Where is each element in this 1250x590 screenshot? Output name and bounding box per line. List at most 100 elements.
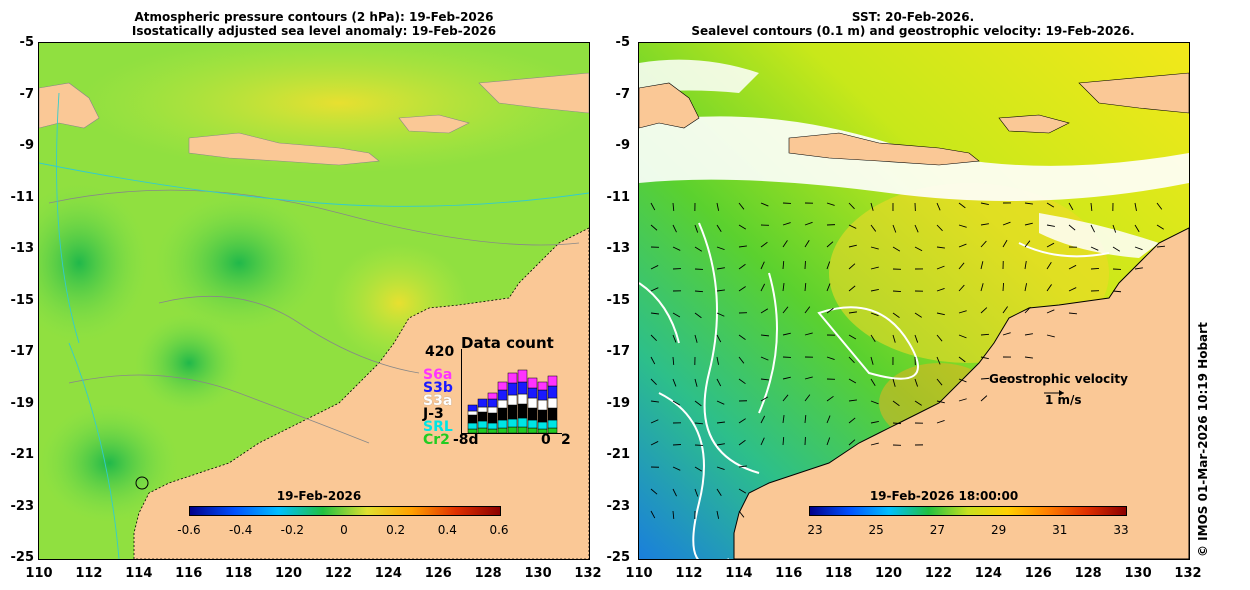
velocity-arrow xyxy=(804,239,810,248)
mission-label-s3b: S3b xyxy=(423,380,453,396)
velocity-arrow xyxy=(738,488,747,494)
y-tick-label: -25 xyxy=(606,550,631,565)
velocity-arrow xyxy=(760,437,765,446)
anomaly-low-central xyxy=(154,193,324,333)
data-count-bar-segment xyxy=(527,377,538,389)
velocity-arrow xyxy=(914,400,922,406)
velocity-arrow xyxy=(870,246,879,250)
velocity-arrow xyxy=(892,312,900,319)
y-tick-label: -5 xyxy=(615,35,630,50)
velocity-arrow xyxy=(672,510,675,520)
velocity-arrow xyxy=(1002,306,1008,314)
velocity-arrow xyxy=(1046,224,1055,227)
data-count-bar-segment xyxy=(547,407,558,421)
velocity-arrow xyxy=(826,283,831,292)
data-count-bar-segment xyxy=(527,407,538,421)
x-tick-label: 114 xyxy=(125,566,153,581)
sealevel-contour xyxy=(698,222,760,474)
velocity-arrow xyxy=(958,356,966,363)
data-count-bar-segment xyxy=(477,420,488,429)
right-colorbar-title: 19-Feb-2026 18:00:00 xyxy=(869,489,1019,503)
velocity-arrow xyxy=(694,378,698,387)
flores-land xyxy=(788,132,980,166)
data-count-bar-segment xyxy=(517,393,528,405)
velocity-arrow xyxy=(936,420,945,424)
velocity-arrow xyxy=(650,202,656,211)
y-tick-label: -15 xyxy=(606,292,631,308)
timor-land xyxy=(478,72,589,114)
velocity-arrow xyxy=(1068,287,1077,292)
velocity-arrow xyxy=(738,510,745,518)
velocity-arrow xyxy=(738,263,746,270)
velocity-arrow xyxy=(1024,283,1028,292)
velocity-arrow xyxy=(738,286,746,292)
velocity-arrow xyxy=(782,240,788,248)
data-count-axes xyxy=(461,349,562,434)
y-tick-label: -21 xyxy=(606,447,631,462)
velocity-arrow xyxy=(980,283,984,292)
x-tick-label: 118 xyxy=(825,566,853,581)
y-tick-label: -17 xyxy=(606,344,631,359)
velocity-arrow xyxy=(914,224,919,233)
velocity-arrow xyxy=(936,202,941,211)
velocity-arrow xyxy=(1134,267,1143,270)
pressure-contour xyxy=(68,342,120,559)
y-tick-label: -23 xyxy=(606,498,631,514)
data-count-bar-segment xyxy=(487,412,498,424)
velocity-arrow xyxy=(958,378,967,383)
data-count-bar-segment xyxy=(547,419,558,429)
velocity-arrow xyxy=(716,312,725,317)
data-count-bar-segment xyxy=(527,427,538,433)
colorbar-tick-label: 27 xyxy=(929,523,946,537)
velocity-arrow xyxy=(870,202,874,211)
velocity-scale-head xyxy=(1059,390,1064,396)
velocity-arrow xyxy=(826,395,834,402)
velocity-arrow xyxy=(936,378,943,386)
velocity-arrow xyxy=(1024,240,1031,248)
data-count-bar-segment xyxy=(487,392,498,400)
data-count-bar-segment xyxy=(547,397,558,409)
data-count-bar-segment xyxy=(477,411,488,422)
velocity-arrow xyxy=(1112,290,1122,293)
velocity-arrow xyxy=(672,378,677,387)
velocity-arrow xyxy=(650,510,656,519)
velocity-arrow xyxy=(1024,202,1033,205)
velocity-arrow xyxy=(848,224,857,229)
velocity-arrow xyxy=(1046,262,1052,270)
velocity-arrow xyxy=(914,334,919,343)
velocity-arrow xyxy=(738,439,746,446)
sealevel-contour xyxy=(658,392,729,559)
colorbar-tick-label: -0.4 xyxy=(228,523,253,537)
velocity-arrow xyxy=(958,284,965,292)
left-colorbar-title: 19-Feb-2026 xyxy=(276,489,362,503)
data-count-bar-segment xyxy=(497,407,508,421)
velocity-arrow xyxy=(848,399,857,402)
velocity-arrow xyxy=(782,415,785,424)
velocity-arrow xyxy=(848,378,857,384)
colorbar-tick-label: 0 xyxy=(340,523,348,537)
velocity-arrow xyxy=(694,224,699,233)
island-land xyxy=(398,114,470,134)
velocity-arrow xyxy=(716,356,719,365)
velocity-arrow xyxy=(672,466,681,471)
data-count-bar-segment xyxy=(487,406,498,414)
velocity-arrow xyxy=(936,334,943,342)
velocity-arrow xyxy=(804,414,807,424)
velocity-arrow xyxy=(826,307,834,314)
velocity-arrow xyxy=(716,510,720,519)
colorbar-tick-label: 0.6 xyxy=(489,523,509,537)
data-count-max: 420 xyxy=(425,344,455,360)
flores-land xyxy=(188,132,380,166)
data-count-bar-segment xyxy=(477,398,488,408)
velocity-arrow xyxy=(980,240,987,248)
data-count-bar-segment xyxy=(487,428,498,433)
velocity-arrow xyxy=(870,378,876,387)
velocity-arrow xyxy=(936,400,945,404)
x-tick-label: 130 xyxy=(1124,566,1152,581)
velocity-arrow xyxy=(650,419,659,424)
velocity-arrow xyxy=(1024,333,1033,336)
velocity-arrow xyxy=(672,334,677,343)
velocity-arrow xyxy=(1090,224,1095,233)
velocity-arrow xyxy=(914,312,922,318)
velocity-arrow xyxy=(650,378,657,386)
